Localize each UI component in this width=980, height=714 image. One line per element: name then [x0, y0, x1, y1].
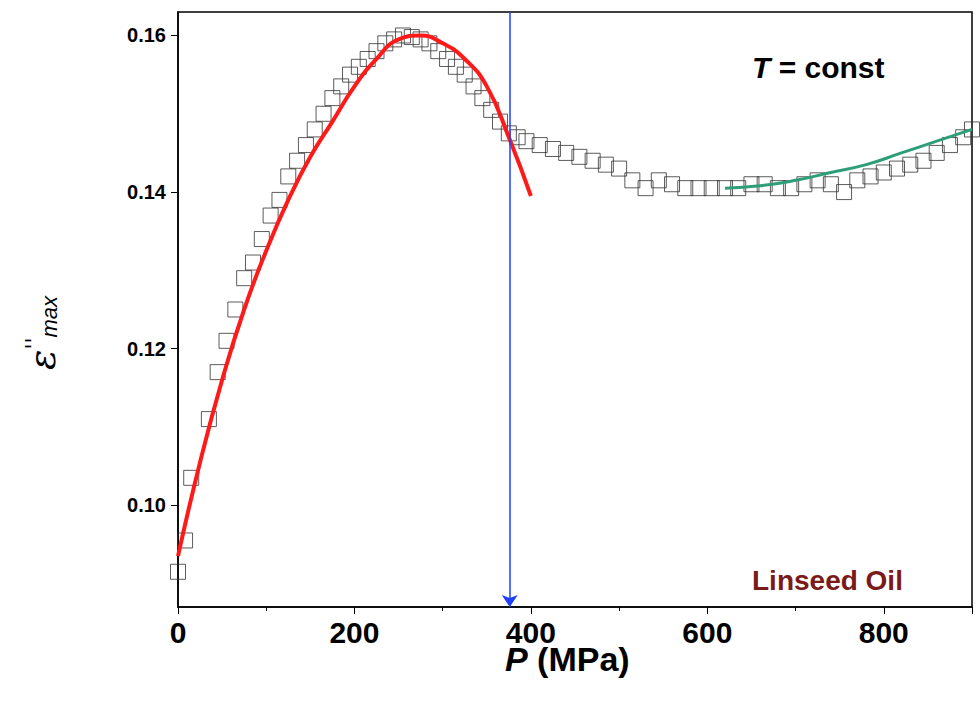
svg-text:ε: ε: [20, 350, 64, 370]
svg-text:max: max: [37, 295, 62, 338]
svg-text:= const: = const: [770, 51, 884, 84]
svg-text:800: 800: [859, 616, 909, 649]
svg-text:0.12: 0.12: [127, 338, 166, 360]
svg-text:'': '': [21, 337, 46, 349]
svg-text:0: 0: [170, 616, 187, 649]
svg-text:600: 600: [682, 616, 732, 649]
svg-text:Linseed Oil: Linseed Oil: [752, 565, 903, 596]
html-text:P (MPa): P (MPa): [505, 640, 630, 678]
svg-text:400: 400: [506, 616, 556, 649]
svg-text:0.16: 0.16: [127, 24, 166, 46]
svg-text:0.14: 0.14: [127, 181, 167, 203]
svg-text:T: T: [752, 50, 771, 84]
svg-text:200: 200: [329, 616, 379, 649]
svg-text:0.10: 0.10: [127, 494, 166, 516]
